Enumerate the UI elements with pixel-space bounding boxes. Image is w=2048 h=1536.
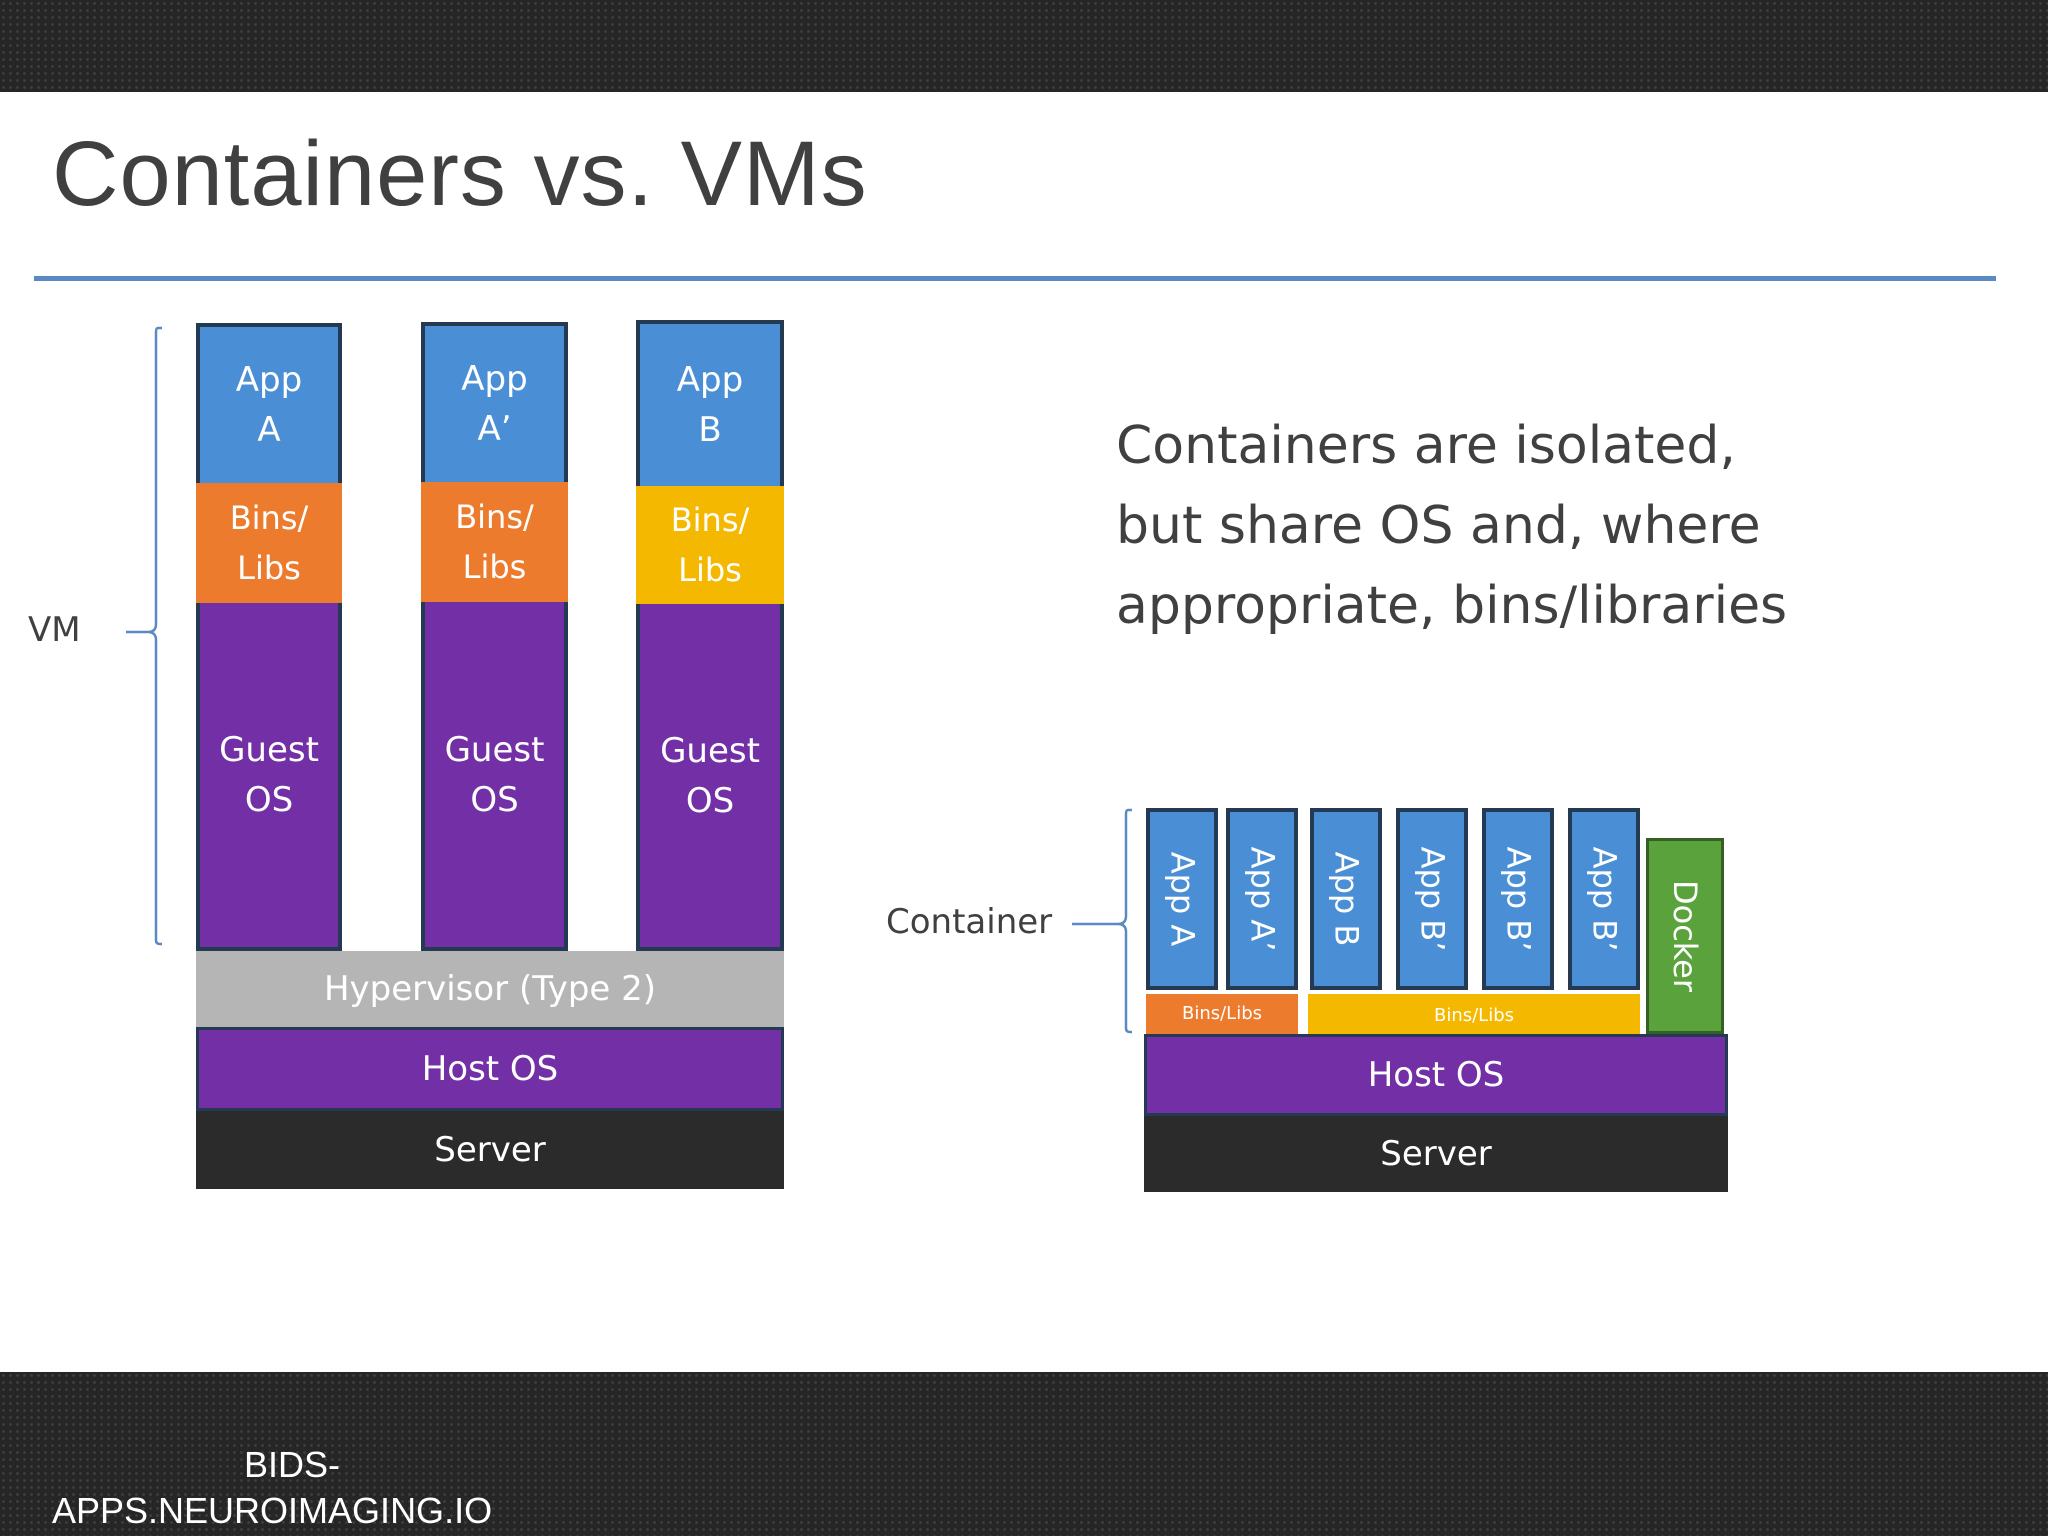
title-underline bbox=[34, 276, 1996, 281]
vm-app-b-block: App B bbox=[636, 320, 784, 486]
footer-url: BIDS- APPS.NEUROIMAGING.IO bbox=[52, 1444, 493, 1531]
vm-bracket bbox=[126, 326, 162, 946]
vm-host-os-layer: Host OS bbox=[196, 1027, 784, 1111]
vm-bins-libs-block: Bins/Libs bbox=[636, 486, 784, 604]
vm-guest-os-block: Guest OS bbox=[421, 602, 568, 951]
vm-guest-os-block: Guest OS bbox=[636, 604, 784, 951]
description-text: Containers are isolated, but share OS an… bbox=[1116, 416, 1788, 636]
container-app-block: App B’ bbox=[1568, 808, 1640, 990]
vm-label: VM bbox=[28, 610, 81, 650]
container-label: Container bbox=[886, 902, 1053, 942]
container-app-block: App A bbox=[1146, 808, 1218, 990]
container-host-os-layer: Host OS bbox=[1144, 1034, 1728, 1116]
container-server-layer: Server bbox=[1144, 1116, 1728, 1192]
vm-app-a-block: App A bbox=[196, 323, 342, 483]
container-app-block: App B’ bbox=[1482, 808, 1554, 990]
bottom-texture-band bbox=[0, 1372, 2048, 1536]
slide-title: Containers vs. VMs bbox=[52, 123, 868, 225]
container-app-block: App B bbox=[1310, 808, 1382, 990]
docker-engine-block: Docker bbox=[1646, 838, 1724, 1034]
container-bins-libs-shared-b: Bins/Libs bbox=[1308, 994, 1640, 1038]
container-app-block: App B’ bbox=[1396, 808, 1468, 990]
top-texture-band bbox=[0, 0, 2048, 92]
vm-server-layer: Server bbox=[196, 1111, 784, 1189]
container-app-block: App A’ bbox=[1226, 808, 1298, 990]
vm-guest-os-block: Guest OS bbox=[196, 603, 342, 951]
vm-bins-libs-block: Bins/Libs bbox=[196, 483, 342, 603]
vm-hypervisor-layer: Hypervisor (Type 2) bbox=[196, 951, 784, 1027]
vm-app-a-prime-block: App A’ bbox=[421, 322, 568, 482]
vm-bins-libs-block: Bins/Libs bbox=[421, 482, 568, 602]
container-bracket bbox=[1072, 808, 1132, 1034]
container-bins-libs-shared-a: Bins/Libs bbox=[1146, 994, 1298, 1034]
